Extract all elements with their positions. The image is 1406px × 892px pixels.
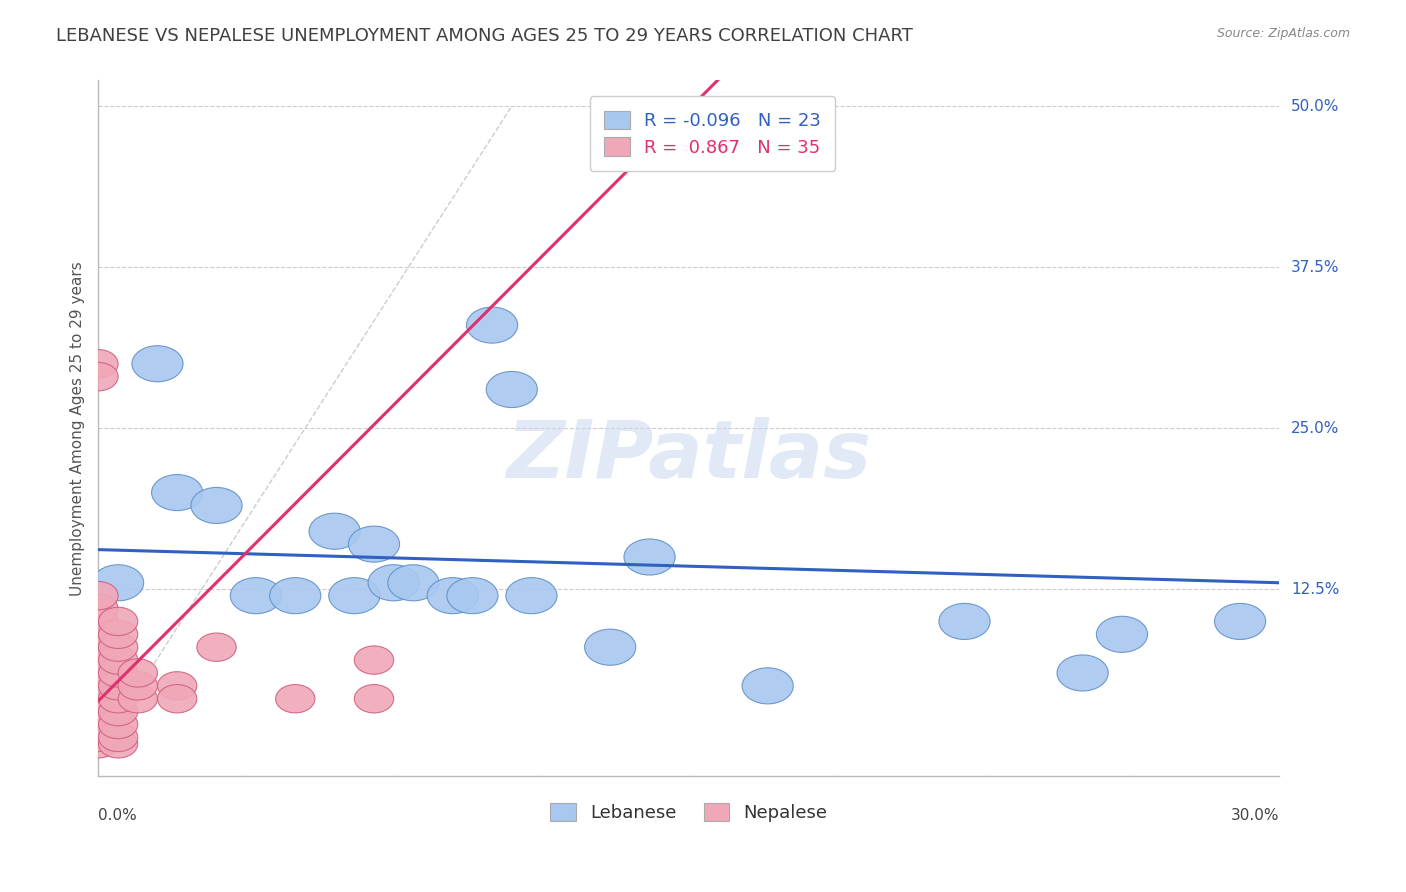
Ellipse shape bbox=[309, 513, 360, 549]
Ellipse shape bbox=[157, 672, 197, 700]
Ellipse shape bbox=[98, 646, 138, 674]
Text: 50.0%: 50.0% bbox=[1291, 98, 1340, 113]
Ellipse shape bbox=[98, 730, 138, 758]
Ellipse shape bbox=[98, 698, 138, 726]
Ellipse shape bbox=[427, 578, 478, 614]
Ellipse shape bbox=[624, 539, 675, 575]
Ellipse shape bbox=[79, 607, 118, 636]
Ellipse shape bbox=[742, 668, 793, 704]
Ellipse shape bbox=[118, 659, 157, 687]
Ellipse shape bbox=[79, 684, 118, 713]
Ellipse shape bbox=[467, 307, 517, 343]
Ellipse shape bbox=[191, 487, 242, 524]
Ellipse shape bbox=[98, 607, 138, 636]
Ellipse shape bbox=[132, 346, 183, 382]
Ellipse shape bbox=[197, 633, 236, 661]
Ellipse shape bbox=[79, 646, 118, 674]
Ellipse shape bbox=[329, 578, 380, 614]
Text: Source: ZipAtlas.com: Source: ZipAtlas.com bbox=[1216, 27, 1350, 40]
Ellipse shape bbox=[98, 620, 138, 648]
Ellipse shape bbox=[349, 526, 399, 562]
Ellipse shape bbox=[270, 578, 321, 614]
Ellipse shape bbox=[354, 684, 394, 713]
Ellipse shape bbox=[79, 723, 118, 752]
Ellipse shape bbox=[152, 475, 202, 510]
Text: 30.0%: 30.0% bbox=[1232, 808, 1279, 823]
Ellipse shape bbox=[939, 603, 990, 640]
Text: LEBANESE VS NEPALESE UNEMPLOYMENT AMONG AGES 25 TO 29 YEARS CORRELATION CHART: LEBANESE VS NEPALESE UNEMPLOYMENT AMONG … bbox=[56, 27, 912, 45]
Ellipse shape bbox=[585, 629, 636, 665]
Ellipse shape bbox=[79, 710, 118, 739]
Y-axis label: Unemployment Among Ages 25 to 29 years: Unemployment Among Ages 25 to 29 years bbox=[69, 260, 84, 596]
Ellipse shape bbox=[98, 633, 138, 661]
Ellipse shape bbox=[1057, 655, 1108, 691]
Ellipse shape bbox=[79, 350, 118, 378]
Ellipse shape bbox=[276, 684, 315, 713]
Ellipse shape bbox=[447, 578, 498, 614]
Ellipse shape bbox=[79, 659, 118, 687]
Ellipse shape bbox=[79, 698, 118, 726]
Ellipse shape bbox=[79, 633, 118, 661]
Text: 12.5%: 12.5% bbox=[1291, 582, 1340, 597]
Ellipse shape bbox=[79, 620, 118, 648]
Ellipse shape bbox=[98, 684, 138, 713]
Ellipse shape bbox=[388, 565, 439, 601]
Ellipse shape bbox=[1097, 616, 1147, 652]
Ellipse shape bbox=[486, 371, 537, 408]
Text: 25.0%: 25.0% bbox=[1291, 421, 1340, 435]
Ellipse shape bbox=[118, 684, 157, 713]
Ellipse shape bbox=[98, 659, 138, 687]
Ellipse shape bbox=[157, 684, 197, 713]
Ellipse shape bbox=[79, 362, 118, 391]
Text: 0.0%: 0.0% bbox=[98, 808, 138, 823]
Ellipse shape bbox=[93, 565, 143, 601]
Ellipse shape bbox=[354, 646, 394, 674]
Ellipse shape bbox=[98, 672, 138, 700]
Ellipse shape bbox=[79, 594, 118, 623]
Ellipse shape bbox=[79, 730, 118, 758]
Ellipse shape bbox=[98, 710, 138, 739]
Ellipse shape bbox=[79, 672, 118, 700]
Ellipse shape bbox=[506, 578, 557, 614]
Ellipse shape bbox=[231, 578, 281, 614]
Ellipse shape bbox=[1215, 603, 1265, 640]
Ellipse shape bbox=[98, 723, 138, 752]
Ellipse shape bbox=[118, 672, 157, 700]
Text: ZIPatlas: ZIPatlas bbox=[506, 417, 872, 495]
Ellipse shape bbox=[79, 582, 118, 610]
Ellipse shape bbox=[368, 565, 419, 601]
Legend: Lebanese, Nepalese: Lebanese, Nepalese bbox=[536, 789, 842, 837]
Text: 37.5%: 37.5% bbox=[1291, 260, 1340, 275]
